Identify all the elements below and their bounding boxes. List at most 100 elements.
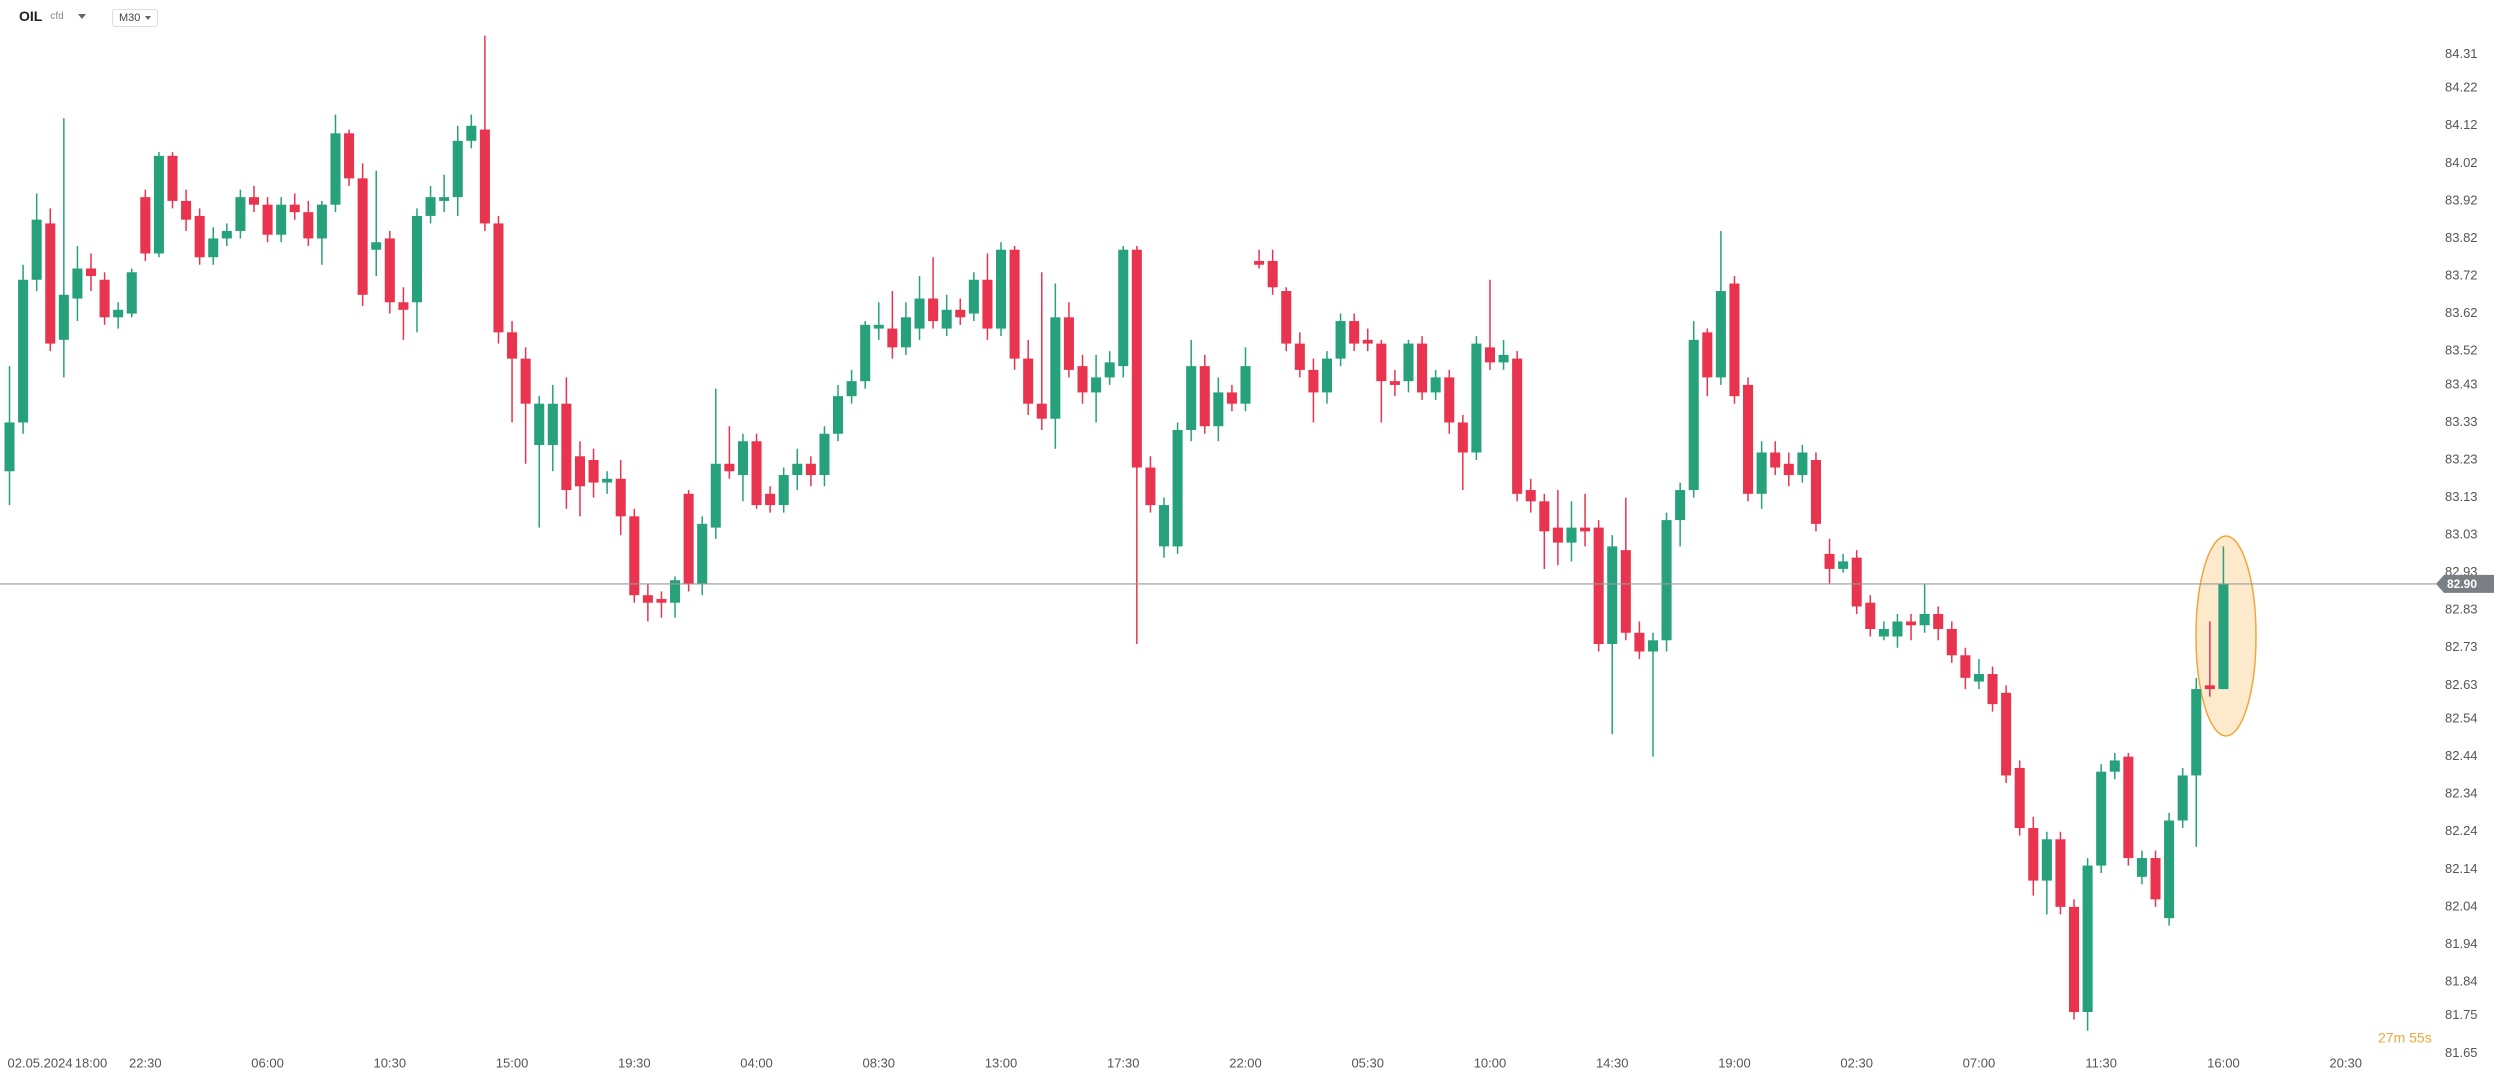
candle-body (1349, 321, 1360, 344)
candle-body (2204, 685, 2215, 690)
candle-body (819, 433, 830, 476)
x-tick-label: 08:30 (863, 1055, 896, 1070)
candle-body (629, 516, 640, 596)
candle-body (1525, 490, 1536, 502)
candle-body (18, 279, 29, 423)
y-tick-label: 84.02 (2445, 155, 2478, 170)
candle-body (1131, 249, 1142, 468)
candle-body (2164, 820, 2175, 919)
candle-body (1498, 354, 1509, 363)
x-tick-label: 14:30 (1596, 1055, 1629, 1070)
candle-body (316, 204, 327, 239)
x-tick-label: 06:00 (251, 1055, 284, 1070)
candle-body (2123, 756, 2134, 859)
candle-body (235, 197, 246, 231)
last-price-label: 82.90 (2447, 577, 2477, 591)
candle-body (982, 279, 993, 329)
candle-body (615, 478, 626, 517)
x-tick-label: 02.05.2024 (8, 1055, 73, 1070)
candle-body (1186, 366, 1197, 430)
symbol-selector[interactable]: OIL cfd (19, 8, 86, 24)
candle-body (1077, 366, 1088, 393)
candle-body (1661, 520, 1672, 641)
x-tick-label: 17:30 (1107, 1055, 1140, 1070)
x-tick-label: 02:30 (1840, 1055, 1873, 1070)
candle-body (2028, 828, 2039, 881)
candle-body (1878, 628, 1889, 637)
candle-countdown: 27m 55s (2378, 1030, 2432, 1046)
y-tick-label: 84.12 (2445, 117, 2478, 132)
candle-body (398, 302, 409, 310)
candle-body (805, 463, 816, 476)
candle-body (2055, 839, 2066, 907)
candle-body (208, 238, 219, 258)
candle-body (1091, 377, 1102, 393)
y-tick-label: 81.65 (2445, 1045, 2478, 1060)
candle-body (1688, 339, 1699, 491)
candle-body (697, 523, 708, 584)
candle-body (1838, 561, 1849, 569)
candle-body (194, 215, 205, 258)
candle-body (1484, 347, 1496, 363)
candle-body (126, 272, 137, 314)
candle-body (1593, 527, 1604, 645)
candle-body (330, 133, 341, 205)
candle-body (1118, 249, 1129, 367)
y-tick-label: 83.82 (2445, 230, 2478, 245)
candle-body (1770, 452, 1781, 468)
y-tick-label: 84.22 (2445, 80, 2478, 95)
candle-body (2109, 760, 2120, 772)
x-tick-label: 22:00 (1229, 1055, 1262, 1070)
candle-body (357, 178, 368, 295)
candle-body (1199, 366, 1210, 427)
y-tick-label: 82.83 (2445, 602, 2478, 617)
candle-body (221, 230, 232, 239)
candle-body (58, 294, 69, 340)
candle-body (31, 219, 42, 280)
candle-body (1973, 674, 1984, 682)
candle-body (1865, 602, 1876, 629)
y-tick-label: 82.14 (2445, 861, 2478, 876)
candle-body (2177, 775, 2188, 821)
x-tick-label: 18:00 (75, 1055, 108, 1070)
candle-body (140, 197, 151, 254)
candle-body (153, 155, 164, 254)
candle-body (248, 197, 260, 205)
y-tick-label: 83.33 (2445, 414, 2478, 429)
candle-body (1580, 527, 1591, 532)
candle-body (1254, 260, 1265, 265)
candle-body (778, 475, 789, 506)
candle-body (1620, 550, 1631, 633)
candle-body (1471, 343, 1482, 453)
candle-body (1702, 332, 1713, 378)
candle-body (1145, 467, 1156, 506)
candle-body (1960, 655, 1971, 678)
candle-body (751, 441, 762, 506)
candle-body (1892, 621, 1903, 637)
y-tick-label: 84.31 (2445, 46, 2478, 61)
dropdown-caret (77, 13, 86, 19)
x-tick-label: 05:30 (1351, 1055, 1384, 1070)
candle-body (765, 493, 776, 506)
candle-body (724, 463, 735, 472)
candle-body (670, 580, 681, 603)
candle-body (1335, 321, 1346, 359)
candle-body (683, 493, 694, 584)
candle-body (534, 403, 545, 445)
candle-body (1906, 621, 1917, 626)
y-tick-label: 82.73 (2445, 639, 2478, 654)
y-tick-label: 83.92 (2445, 192, 2478, 207)
y-tick-label: 82.54 (2445, 711, 2478, 726)
candle-body (968, 279, 979, 314)
candle-body (2068, 906, 2080, 1013)
x-tick-label: 16:00 (2207, 1055, 2240, 1070)
candle-body (384, 238, 395, 303)
y-tick-label: 82.44 (2445, 748, 2478, 763)
candle-body (1023, 358, 1034, 404)
x-tick-label: 10:30 (374, 1055, 407, 1070)
candle-body (2001, 692, 2012, 776)
candle-body (792, 463, 803, 476)
interval-selector[interactable]: M30 (112, 9, 159, 27)
candle-body (1634, 632, 1645, 652)
